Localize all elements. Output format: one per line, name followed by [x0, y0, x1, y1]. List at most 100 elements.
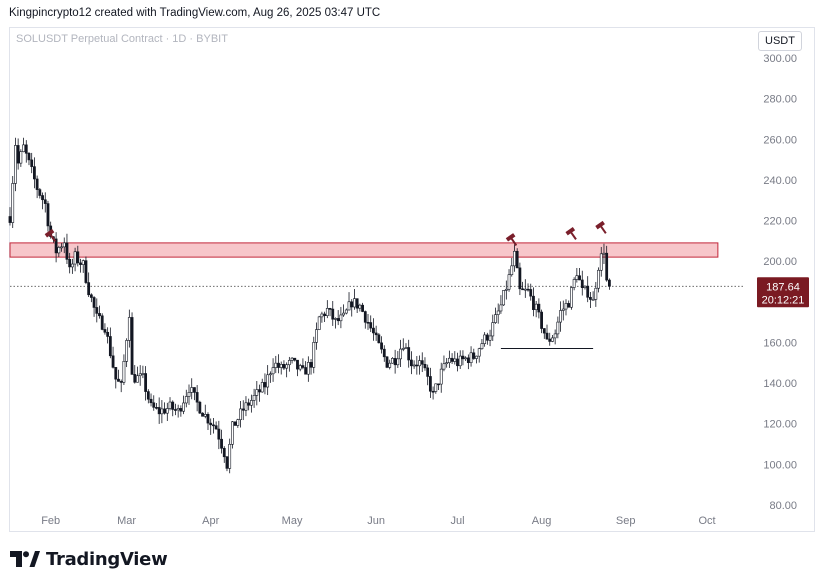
- candle: [483, 332, 487, 347]
- candle: [353, 288, 356, 310]
- candle: [108, 327, 112, 359]
- candle: [106, 327, 110, 344]
- candle: [260, 378, 264, 393]
- candle: [423, 357, 427, 371]
- candle: [122, 354, 126, 385]
- candle: [193, 387, 196, 401]
- candle: [534, 301, 538, 318]
- candle: [334, 317, 337, 329]
- candle: [165, 402, 169, 422]
- tradingview-logo-icon: [10, 551, 40, 567]
- candle: [176, 404, 180, 418]
- candle: [477, 347, 481, 363]
- candle: [244, 396, 248, 417]
- candle: [249, 394, 253, 413]
- candle: [572, 277, 576, 291]
- candle: [548, 332, 552, 346]
- candle: [76, 245, 80, 267]
- candle: [57, 245, 61, 258]
- candle: [68, 252, 72, 274]
- candle: [458, 350, 462, 369]
- candle: [282, 360, 286, 371]
- candle: [182, 395, 185, 415]
- tradingview-logo-text: TradingView: [46, 548, 168, 570]
- candle: [439, 362, 443, 393]
- candle: [217, 420, 221, 450]
- candle: [599, 246, 603, 277]
- candle: [315, 322, 318, 350]
- candle: [222, 446, 226, 463]
- candle: [494, 307, 497, 324]
- candle: [298, 363, 302, 372]
- candle: [382, 345, 386, 362]
- last-price-value: 187.64: [766, 281, 800, 293]
- attribution-text: Kingpincrypto12 created with TradingView…: [9, 7, 381, 19]
- candle: [325, 300, 329, 319]
- candle: [559, 301, 562, 332]
- candle: [30, 152, 34, 174]
- candle: [586, 276, 590, 303]
- candle: [287, 356, 291, 372]
- candle: [564, 299, 568, 316]
- candle: [404, 343, 408, 349]
- currency-button[interactable]: USDT: [758, 31, 802, 51]
- candle: [27, 152, 31, 166]
- candle: [141, 365, 145, 379]
- y-tick-label: 300.00: [763, 53, 797, 65]
- candle: [214, 421, 218, 430]
- candle: [46, 200, 50, 232]
- candle: [146, 389, 150, 404]
- candle: [434, 383, 438, 394]
- candle: [212, 417, 215, 434]
- candle: [258, 384, 261, 402]
- candle: [195, 385, 199, 412]
- candle: [70, 258, 74, 274]
- candle: [285, 362, 289, 378]
- x-tick-label: Mar: [117, 515, 136, 527]
- candle: [570, 286, 573, 310]
- candle: [472, 348, 476, 360]
- candle: [16, 138, 20, 170]
- candle: [578, 268, 581, 281]
- candle: [591, 291, 595, 301]
- candle: [605, 245, 609, 282]
- candle: [502, 289, 506, 306]
- candle: [385, 356, 389, 369]
- candle: [428, 367, 432, 398]
- candle: [594, 281, 598, 307]
- candle: [339, 306, 343, 329]
- candle: [355, 298, 359, 313]
- candle: [157, 397, 161, 424]
- candle: [401, 338, 405, 352]
- candle: [523, 279, 527, 298]
- candle: [184, 389, 188, 408]
- candle: [62, 237, 66, 254]
- tradingview-logo: TradingView: [10, 548, 168, 570]
- candle: [328, 307, 332, 317]
- candle: [369, 315, 373, 333]
- y-tick-label: 240.00: [763, 175, 797, 187]
- x-tick-label: Apr: [202, 515, 219, 527]
- candle: [336, 310, 340, 326]
- candle: [236, 418, 240, 428]
- candle: [187, 384, 191, 405]
- candle: [241, 400, 245, 421]
- candle: [317, 315, 321, 331]
- y-tick-label: 120.00: [763, 419, 797, 431]
- candle: [521, 281, 525, 291]
- candle: [174, 403, 177, 416]
- last-price-label: [757, 277, 809, 308]
- candle: [60, 243, 63, 252]
- candle: [201, 412, 204, 417]
- candle: [410, 351, 413, 375]
- candle: [206, 412, 210, 430]
- candle: [464, 356, 468, 361]
- hammer-marker-icon: [505, 233, 518, 247]
- y-tick-label: 200.00: [763, 256, 797, 268]
- y-tick-label: 260.00: [763, 134, 797, 146]
- x-tick-label: Oct: [698, 515, 715, 527]
- candle: [466, 354, 470, 370]
- hammer-marker-icon: [595, 220, 607, 234]
- candle: [529, 283, 533, 301]
